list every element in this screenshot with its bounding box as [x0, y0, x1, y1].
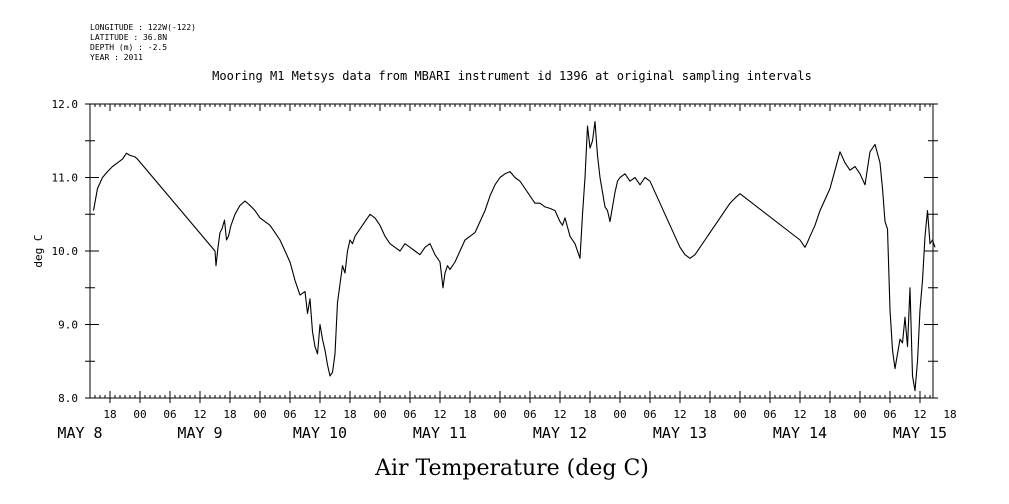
- y-tick-label: 12.0: [52, 98, 79, 111]
- y-tick-label: 8.0: [58, 392, 78, 405]
- x-tick-label: 00: [253, 408, 266, 421]
- x-tick-label: 18: [703, 408, 716, 421]
- x-tick-label: 18: [823, 408, 836, 421]
- x-day-label: MAY 15: [893, 424, 947, 442]
- x-tick-label: 12: [913, 408, 926, 421]
- metadata-block: LONGITUDE : 122W(-122) LATITUDE : 36.8N …: [90, 23, 196, 62]
- x-tick-label: 12: [793, 408, 806, 421]
- series-line: [92, 121, 936, 392]
- x-day-label: MAY 14: [773, 424, 827, 442]
- x-tick-label: 18: [463, 408, 476, 421]
- y-tick-label: 11.0: [52, 172, 79, 185]
- x-tick-label: 06: [403, 408, 416, 421]
- x-axis-title: Air Temperature (deg C): [374, 456, 649, 481]
- x-tick-label: 06: [763, 408, 776, 421]
- x-tick-label: 00: [853, 408, 866, 421]
- x-tick-label: 00: [493, 408, 506, 421]
- x-tick-label: 18: [343, 408, 356, 421]
- x-tick-label: 00: [733, 408, 746, 421]
- y-axis-label: deg C: [32, 234, 45, 267]
- y-tick-label: 10.0: [52, 245, 79, 258]
- x-tick-label: 12: [553, 408, 566, 421]
- x-tick-label: 00: [613, 408, 626, 421]
- x-tick-label: 06: [523, 408, 536, 421]
- x-day-label: MAY 11: [413, 424, 467, 442]
- x-tick-label: 06: [283, 408, 296, 421]
- x-tick-label: 12: [433, 408, 446, 421]
- year-text: YEAR : 2011: [90, 53, 143, 62]
- x-tick-label: 18: [583, 408, 596, 421]
- x-tick-label: 00: [133, 408, 146, 421]
- x-tick-label: 00: [373, 408, 386, 421]
- x-day-label: MAY 9: [177, 424, 222, 442]
- x-tick-label: 18: [223, 408, 236, 421]
- x-day-label: MAY 10: [293, 424, 347, 442]
- x-tick-label: 12: [193, 408, 206, 421]
- x-day-label: MAY 8: [57, 424, 102, 442]
- x-tick-label: 06: [163, 408, 176, 421]
- x-day-label: MAY 12: [533, 424, 587, 442]
- x-tick-label: 06: [883, 408, 896, 421]
- x-day-label: MAY 13: [653, 424, 707, 442]
- depth-text: DEPTH (m) : -2.5: [90, 43, 167, 52]
- x-tick-label: 12: [313, 408, 326, 421]
- chart-title: Mooring M1 Metsys data from MBARI instru…: [212, 69, 812, 83]
- series-group: [92, 121, 936, 392]
- x-tick-label: 18: [103, 408, 116, 421]
- x-tick-label: 06: [643, 408, 656, 421]
- latitude-text: LATITUDE : 36.8N: [90, 33, 167, 42]
- axes-group: 18 00 06 12 18 00 06 12 18 00 06 12 18 00 06 12 18 00 06 12…: [52, 98, 957, 442]
- x-tick-label: 12: [673, 408, 686, 421]
- x-tick-label: 18: [943, 408, 956, 421]
- plot-frame: [89, 103, 934, 399]
- y-tick-label: 9.0: [58, 319, 78, 332]
- longitude-text: LONGITUDE : 122W(-122): [90, 23, 196, 32]
